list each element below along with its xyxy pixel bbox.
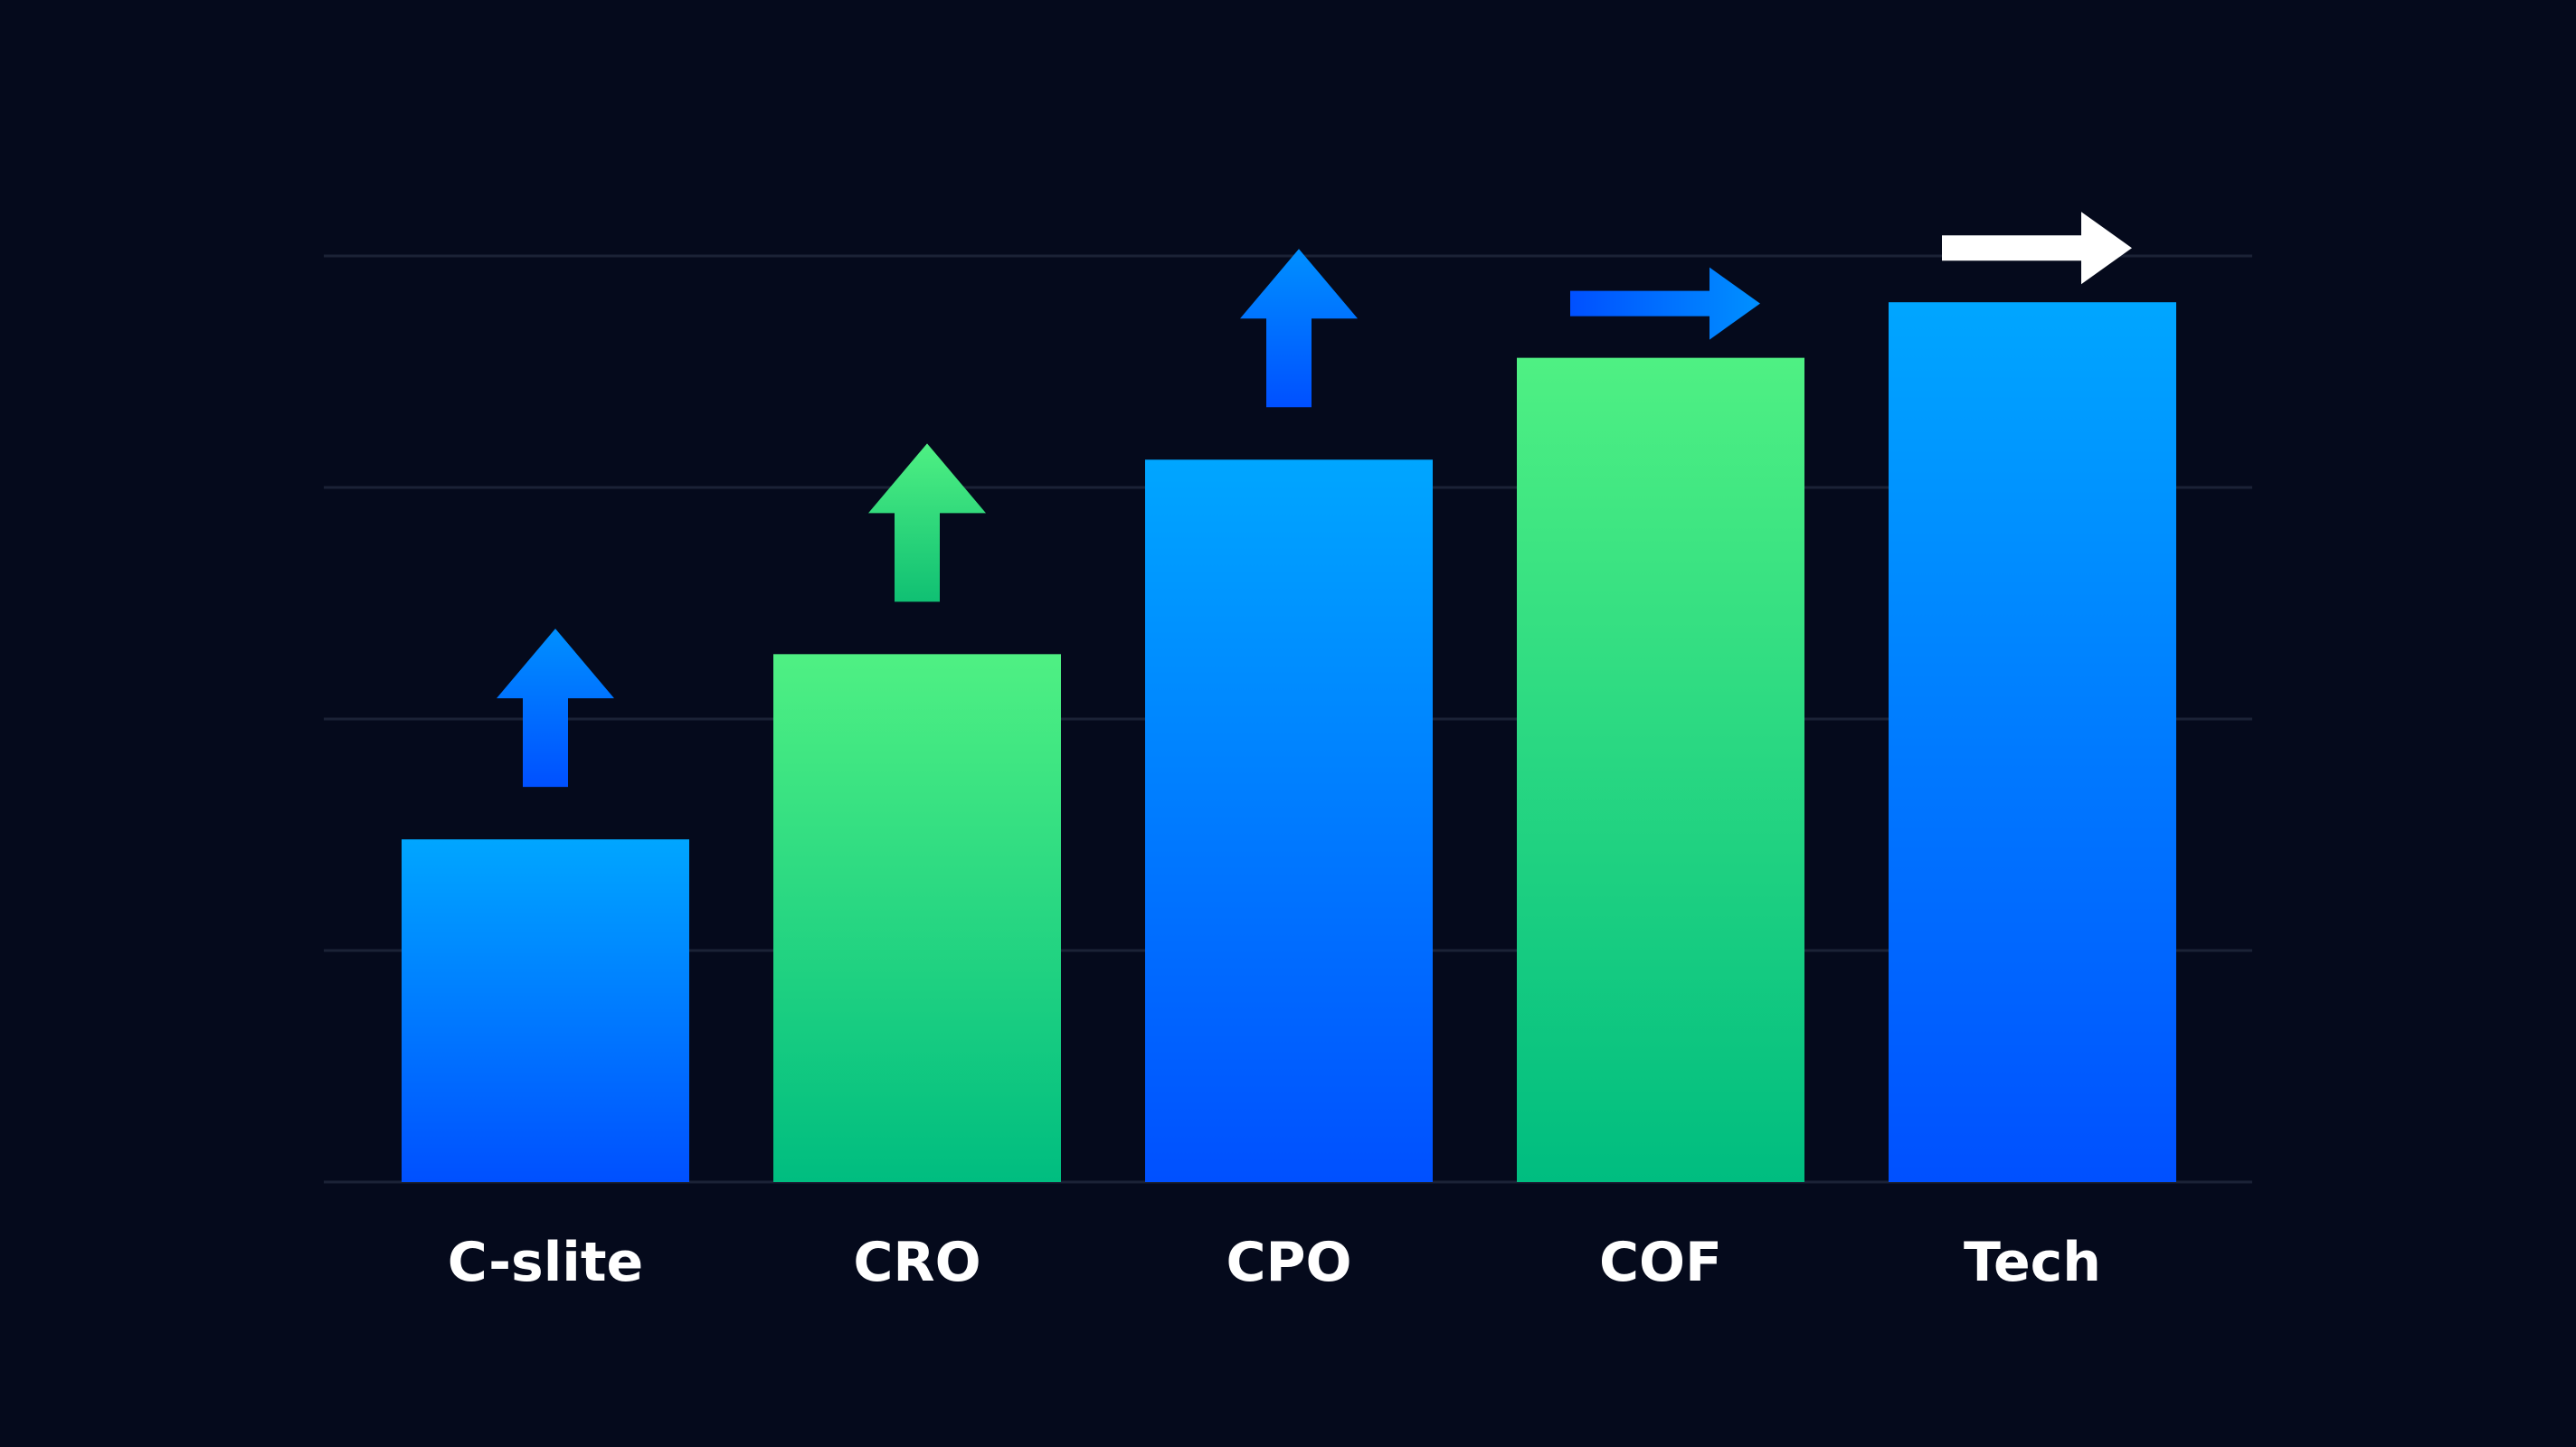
trend-markers	[497, 212, 2132, 788]
x-tick-label: C-slite	[448, 1231, 644, 1294]
trend-up-arrow-icon	[497, 629, 614, 788]
trend-up-arrow-icon	[868, 443, 986, 602]
bars	[402, 302, 2176, 1182]
bar-cpo	[1145, 459, 1433, 1182]
bar-cro	[773, 654, 1061, 1182]
trend-up-arrow-icon	[1240, 249, 1358, 408]
bar-tech	[1889, 302, 2176, 1182]
x-tick-label: Tech	[1964, 1231, 2101, 1294]
bar-c-slite	[402, 839, 689, 1182]
category-labels: C-slite CRO CPO COF Tech	[448, 1231, 2101, 1294]
x-tick-label: CPO	[1226, 1231, 1351, 1294]
x-tick-label: COF	[1599, 1231, 1722, 1294]
trend-right-arrow-icon	[1942, 212, 2132, 285]
trend-right-arrow-icon	[1570, 267, 1760, 340]
x-tick-label: CRO	[853, 1231, 980, 1294]
bar-cof	[1517, 357, 1804, 1182]
